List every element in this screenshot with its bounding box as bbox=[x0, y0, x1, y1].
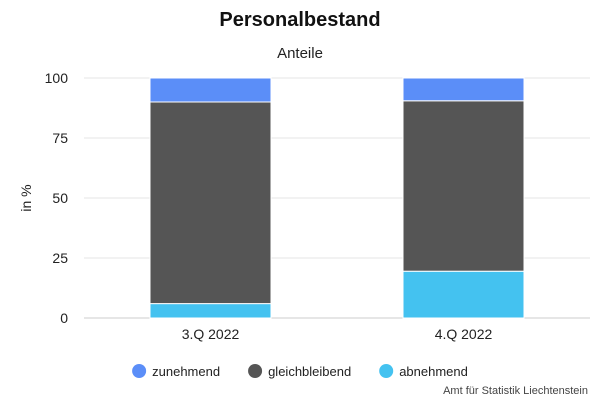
bar-segment-zunehmend[interactable] bbox=[402, 77, 525, 102]
legend-item-gleichbleibend[interactable]: gleichbleibend bbox=[248, 364, 351, 379]
legend-label: abnehmend bbox=[399, 364, 468, 379]
legend-marker bbox=[132, 364, 147, 378]
legend-item-zunehmend[interactable]: zunehmend bbox=[132, 364, 220, 379]
x-tick-label: 3.Q 2022 bbox=[182, 326, 240, 342]
legend-label: zunehmend bbox=[152, 364, 220, 379]
bar-segment-abnehmend[interactable] bbox=[402, 270, 525, 319]
y-tick-label: 100 bbox=[45, 70, 69, 86]
bar-segment-gleichbleibend[interactable] bbox=[149, 101, 272, 305]
x-axis-ticks: 3.Q 2022 4.Q 2022 bbox=[182, 326, 493, 342]
y-axis-ticks: 0 25 50 75 100 bbox=[45, 70, 69, 326]
legend-item-abnehmend[interactable]: abnehmend bbox=[379, 364, 468, 379]
bars bbox=[149, 77, 525, 319]
y-tick-label: 50 bbox=[52, 190, 68, 206]
y-axis-label: in % bbox=[18, 184, 34, 211]
chart-title: Personalbestand bbox=[219, 9, 380, 31]
legend-marker bbox=[248, 364, 263, 378]
y-tick-label: 25 bbox=[52, 250, 68, 266]
legend: zunehmend gleichbleibend abnehmend bbox=[132, 364, 468, 379]
credit-text: Amt für Statistik Liechtenstein bbox=[443, 385, 588, 397]
y-tick-label: 0 bbox=[60, 310, 68, 326]
chart-subtitle: Anteile bbox=[277, 45, 323, 62]
bar-segment-abnehmend[interactable] bbox=[149, 303, 272, 319]
bar-segment-gleichbleibend[interactable] bbox=[402, 100, 525, 272]
legend-marker bbox=[379, 364, 394, 378]
bar-segment-zunehmend[interactable] bbox=[149, 77, 272, 103]
x-tick-label: 4.Q 2022 bbox=[435, 326, 493, 342]
y-tick-label: 75 bbox=[52, 130, 68, 146]
legend-label: gleichbleibend bbox=[268, 364, 351, 379]
